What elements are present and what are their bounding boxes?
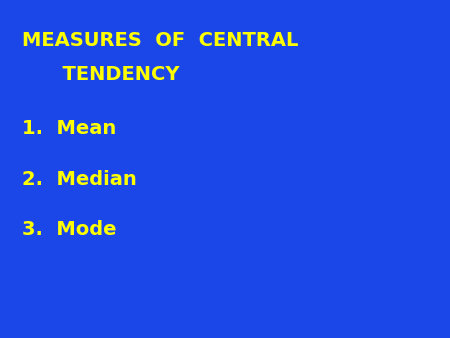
Text: 1.  Mean: 1. Mean: [22, 119, 117, 138]
Text: TENDENCY: TENDENCY: [22, 65, 180, 84]
Text: 2.  Median: 2. Median: [22, 170, 137, 189]
Text: 3.  Mode: 3. Mode: [22, 220, 117, 239]
Text: MEASURES  OF  CENTRAL: MEASURES OF CENTRAL: [22, 31, 299, 50]
